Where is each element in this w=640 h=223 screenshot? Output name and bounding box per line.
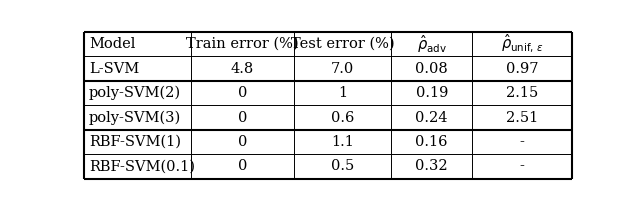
Text: 0: 0 <box>238 159 247 173</box>
Text: 0.32: 0.32 <box>415 159 448 173</box>
Text: 0.19: 0.19 <box>415 86 448 100</box>
Text: Test error (%): Test error (%) <box>291 37 394 51</box>
Text: 1.1: 1.1 <box>332 135 354 149</box>
Text: 4.8: 4.8 <box>231 62 254 76</box>
Text: L-SVM: L-SVM <box>89 62 139 76</box>
Text: 0.24: 0.24 <box>415 111 448 125</box>
Text: 0.6: 0.6 <box>331 111 355 125</box>
Text: -: - <box>520 135 524 149</box>
Text: RBF-SVM(1): RBF-SVM(1) <box>89 135 181 149</box>
Text: 0: 0 <box>238 135 247 149</box>
Text: Model: Model <box>89 37 135 51</box>
Text: 0.16: 0.16 <box>415 135 448 149</box>
Text: Train error (%): Train error (%) <box>186 37 299 51</box>
Text: -: - <box>520 159 524 173</box>
Text: 0: 0 <box>238 111 247 125</box>
Text: 0.08: 0.08 <box>415 62 448 76</box>
Text: poly-SVM(3): poly-SVM(3) <box>89 110 181 125</box>
Text: 0.5: 0.5 <box>331 159 355 173</box>
Text: 1: 1 <box>338 86 348 100</box>
Text: $\hat{\rho}_{\mathrm{unif},\,\epsilon}$: $\hat{\rho}_{\mathrm{unif},\,\epsilon}$ <box>500 33 543 55</box>
Text: 7.0: 7.0 <box>331 62 355 76</box>
Text: 2.15: 2.15 <box>506 86 538 100</box>
Text: $\hat{\rho}_{\mathrm{adv}}$: $\hat{\rho}_{\mathrm{adv}}$ <box>417 33 447 55</box>
Text: poly-SVM(2): poly-SVM(2) <box>89 86 181 100</box>
Text: RBF-SVM(0.1): RBF-SVM(0.1) <box>89 159 195 173</box>
Text: 0.97: 0.97 <box>506 62 538 76</box>
Text: 0: 0 <box>238 86 247 100</box>
Text: 2.51: 2.51 <box>506 111 538 125</box>
